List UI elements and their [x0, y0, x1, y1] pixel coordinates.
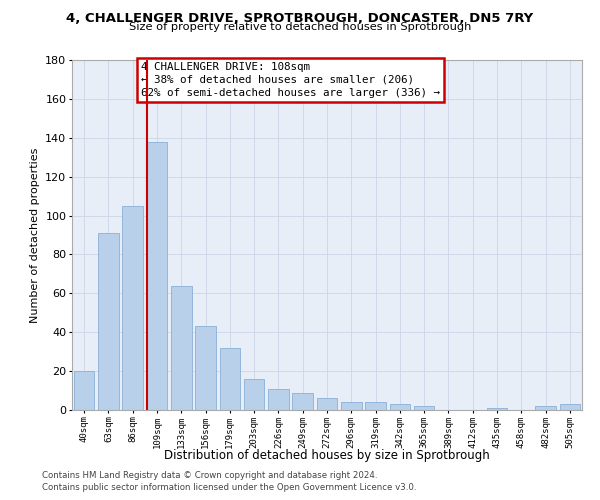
- Text: Size of property relative to detached houses in Sprotbrough: Size of property relative to detached ho…: [129, 22, 471, 32]
- Bar: [414, 406, 434, 410]
- Text: Contains public sector information licensed under the Open Government Licence v3: Contains public sector information licen…: [42, 484, 416, 492]
- Bar: [317, 398, 337, 410]
- Text: Contains HM Land Registry data © Crown copyright and database right 2024.: Contains HM Land Registry data © Crown c…: [42, 471, 377, 480]
- Bar: [244, 379, 265, 410]
- Text: Distribution of detached houses by size in Sprotbrough: Distribution of detached houses by size …: [164, 448, 490, 462]
- Text: 4, CHALLENGER DRIVE, SPROTBROUGH, DONCASTER, DN5 7RY: 4, CHALLENGER DRIVE, SPROTBROUGH, DONCAS…: [67, 12, 533, 26]
- Bar: [268, 388, 289, 410]
- Bar: [365, 402, 386, 410]
- Bar: [292, 392, 313, 410]
- Bar: [220, 348, 240, 410]
- Bar: [74, 371, 94, 410]
- Bar: [487, 408, 508, 410]
- Bar: [389, 404, 410, 410]
- Bar: [146, 142, 167, 410]
- Y-axis label: Number of detached properties: Number of detached properties: [30, 148, 40, 322]
- Bar: [195, 326, 216, 410]
- Bar: [122, 206, 143, 410]
- Bar: [535, 406, 556, 410]
- Bar: [171, 286, 191, 410]
- Bar: [560, 404, 580, 410]
- Bar: [98, 233, 119, 410]
- Bar: [341, 402, 362, 410]
- Text: 4 CHALLENGER DRIVE: 108sqm
← 38% of detached houses are smaller (206)
62% of sem: 4 CHALLENGER DRIVE: 108sqm ← 38% of deta…: [141, 62, 440, 98]
